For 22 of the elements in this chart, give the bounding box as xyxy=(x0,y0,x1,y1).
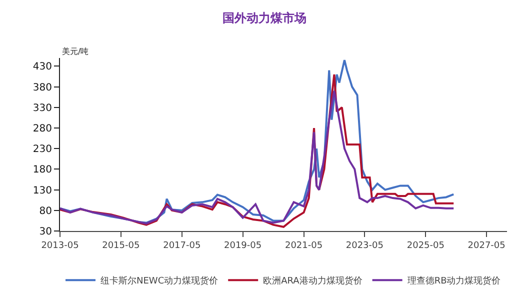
legend-label: 纽卡斯尔NEWC动力煤现货价 xyxy=(100,276,218,287)
legend-label: 理查德RB动力煤现货价 xyxy=(407,276,501,287)
x-tick-label: 2019-05 xyxy=(224,240,262,251)
y-tick-label: 80 xyxy=(39,206,52,217)
x-tick-label: 2027-05 xyxy=(468,240,506,251)
x-tick-label: 2015-05 xyxy=(102,240,140,251)
x-tick-label: 2013-05 xyxy=(41,240,79,251)
y-tick-label: 280 xyxy=(32,124,52,135)
x-tick-label: 2025-05 xyxy=(406,240,444,251)
x-tick-label: 2017-05 xyxy=(163,240,201,251)
y-tick-label: 380 xyxy=(32,82,52,94)
y-tick-label: 330 xyxy=(32,102,52,114)
x-tick-label: 2023-05 xyxy=(346,240,384,251)
y-tick-label: 180 xyxy=(32,164,52,176)
y-tick-label: 230 xyxy=(32,144,52,156)
y-axis-title: 美元/吨 xyxy=(62,47,89,56)
x-tick-label: 2021-05 xyxy=(284,240,323,251)
y-tick-label: 130 xyxy=(32,185,52,196)
y-tick-label: 30 xyxy=(39,226,52,238)
chart-title: 国外动力煤市场 xyxy=(222,11,306,26)
y-tick-label: 430 xyxy=(32,62,52,73)
legend-label: 欧洲ARA港动力煤现货价 xyxy=(263,276,362,287)
